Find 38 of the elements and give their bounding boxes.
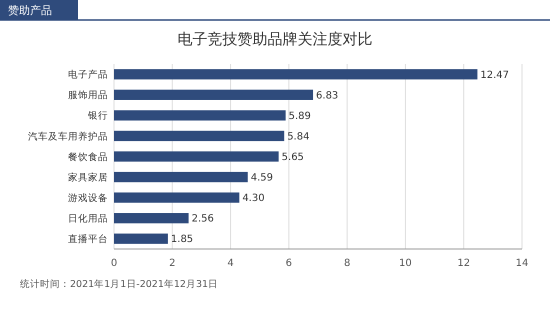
bar bbox=[114, 110, 286, 121]
x-tick-label: 6 bbox=[286, 258, 292, 269]
y-tick-label: 餐饮食品 bbox=[68, 150, 108, 163]
y-tick-label: 汽车及车用养护品 bbox=[28, 130, 108, 142]
bar bbox=[114, 69, 478, 80]
bar bbox=[114, 151, 279, 162]
data-label: 1.85 bbox=[170, 234, 194, 246]
data-label: 12.47 bbox=[480, 70, 510, 81]
data-label: 4.30 bbox=[242, 193, 265, 204]
text: 统计时间：2021年1月1日-2021年12月31日 bbox=[20, 278, 218, 290]
y-tick-label: 服饰用品 bbox=[68, 89, 108, 102]
y-tick-label: 直播平台 bbox=[68, 233, 108, 246]
x-tick-label: 12 bbox=[457, 258, 470, 269]
chart-title: 电子竞技赞助品牌关注度对比 bbox=[178, 30, 372, 48]
bar bbox=[114, 90, 314, 100]
x-tick-label: 10 bbox=[399, 258, 412, 269]
bar bbox=[114, 213, 189, 224]
data-label: 6.83 bbox=[316, 90, 338, 102]
bar bbox=[114, 172, 248, 182]
x-tick-label: 14 bbox=[516, 258, 528, 269]
y-tick-label: 日化用品 bbox=[68, 212, 108, 224]
x-tick-label: 8 bbox=[344, 258, 350, 269]
y-tick-label: 家具家居 bbox=[68, 171, 108, 184]
data-label: 5.84 bbox=[287, 131, 310, 142]
data-label: 5.65 bbox=[282, 152, 304, 163]
x-tick-label: 0 bbox=[110, 258, 118, 269]
bar bbox=[114, 234, 168, 244]
data-label: 2.56 bbox=[192, 214, 214, 225]
bar bbox=[114, 192, 240, 203]
data-label: 5.89 bbox=[288, 110, 311, 122]
x-tick-label: 2 bbox=[169, 258, 176, 269]
x-tick-label: 4 bbox=[227, 258, 234, 269]
data-label: 4.59 bbox=[250, 172, 274, 184]
chart-subtitle: 赞助产品 bbox=[8, 4, 52, 17]
y-tick-label: 游戏设备 bbox=[68, 192, 108, 204]
bar bbox=[114, 130, 284, 142]
y-tick-label: 电子产品 bbox=[68, 68, 108, 81]
y-tick-label: 银行 bbox=[87, 110, 108, 122]
